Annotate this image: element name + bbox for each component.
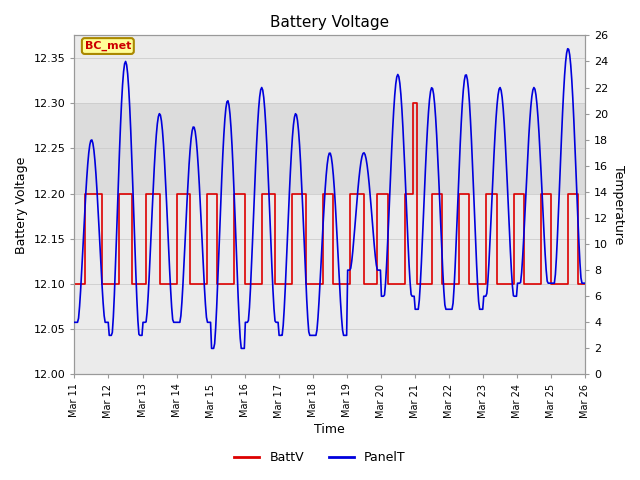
Legend: BattV, PanelT: BattV, PanelT [229, 446, 411, 469]
Y-axis label: Temperature: Temperature [612, 165, 625, 245]
Y-axis label: Battery Voltage: Battery Voltage [15, 156, 28, 253]
Title: Battery Voltage: Battery Voltage [270, 15, 389, 30]
X-axis label: Time: Time [314, 423, 345, 436]
Bar [74, 103, 585, 193]
Text: BC_met: BC_met [84, 41, 131, 51]
